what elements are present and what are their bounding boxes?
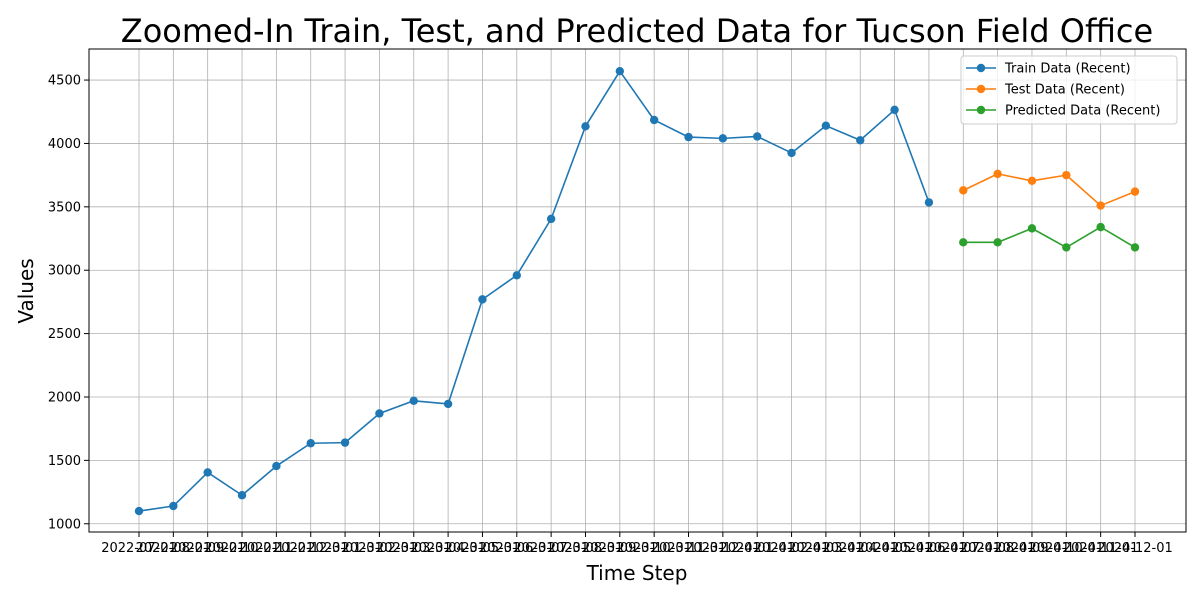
x-tick-label: 2024-12-01: [1097, 541, 1173, 556]
data-point: [890, 105, 899, 115]
x-tick-label: 2022-07-01: [101, 541, 177, 556]
y-tick-label: 4000: [48, 137, 81, 152]
x-tick-label: 2024-02-01: [754, 541, 830, 556]
y-tick-label: 3000: [48, 264, 81, 279]
x-tick-label: 2024-10-01: [1029, 541, 1105, 556]
series-layer: [134, 66, 1140, 516]
x-tick-label: 2022-08-01: [136, 541, 212, 556]
data-point: [237, 491, 247, 500]
x-tick-label: 2024-09-01: [994, 541, 1070, 556]
data-point: [684, 132, 693, 142]
x-axis-label: Time Step: [586, 561, 688, 585]
data-point: [718, 134, 728, 143]
data-point: [856, 136, 865, 145]
data-point: [512, 271, 521, 280]
x-axis-ticks: 2022-07-012022-08-012022-09-012022-10-01…: [101, 532, 1173, 556]
legend: Train Data (Recent) Test Data (Recent) Pre…: [960, 55, 1178, 125]
data-point: [787, 148, 796, 158]
data-point: [1130, 243, 1140, 252]
x-tick-label: 2022-11-01: [239, 541, 315, 556]
data-point: [340, 438, 350, 447]
data-point: [959, 238, 968, 247]
y-tick-label: 2500: [48, 327, 81, 342]
data-point: [203, 468, 212, 477]
x-tick-label: 2023-10-01: [616, 541, 692, 556]
x-tick-label: 2024-11-01: [1063, 541, 1139, 556]
x-tick-label: 2024-06-01: [891, 541, 967, 556]
data-point: [959, 186, 968, 195]
legend-marker: [976, 84, 986, 94]
data-point: [993, 238, 1002, 247]
data-point: [649, 115, 659, 125]
series-line: [963, 226, 1136, 249]
data-point: [1096, 201, 1105, 210]
legend-frame: [960, 55, 1178, 125]
data-point: [615, 66, 625, 76]
data-point: [993, 169, 1002, 179]
x-tick-label: 2024-07-01: [925, 541, 1001, 556]
data-point: [134, 506, 144, 516]
legend-marker: [976, 63, 986, 73]
x-tick-label: 2023-12-01: [685, 541, 761, 556]
y-tick-label: 2000: [48, 390, 81, 405]
x-tick-label: 2023-11-01: [651, 541, 727, 556]
data-point: [1130, 187, 1140, 196]
x-tick-label: 2024-04-01: [822, 541, 898, 556]
chart-title: Zoomed-In Train, Test, and Predicted Dat…: [121, 12, 1153, 50]
x-tick-label: 2023-08-01: [548, 541, 624, 556]
y-tick-label: 1500: [48, 454, 81, 469]
legend-marker: [976, 105, 986, 115]
x-tick-label: 2022-12-01: [273, 541, 349, 556]
data-point: [924, 198, 934, 207]
y-tick-label: 3500: [48, 200, 81, 215]
x-tick-label: 2023-01-01: [307, 541, 383, 556]
data-point: [409, 396, 418, 405]
data-point: [546, 214, 556, 224]
x-tick-label: 2023-04-01: [410, 541, 486, 556]
legend-entry: Train Data (Recent): [1004, 62, 1131, 77]
data-point: [1062, 243, 1071, 252]
legend-entry: Predicted Data (Recent): [1005, 104, 1160, 119]
data-point: [169, 501, 178, 511]
data-point: [375, 409, 384, 418]
x-tick-label: 2022-10-01: [204, 541, 280, 556]
x-tick-label: 2024-03-01: [788, 541, 864, 556]
series-line: [138, 70, 930, 512]
x-tick-label: 2024-01-01: [719, 541, 795, 556]
x-tick-label: 2023-07-01: [513, 541, 589, 556]
x-tick-label: 2023-06-01: [479, 541, 555, 556]
x-tick-label: 2023-05-01: [445, 541, 521, 556]
y-tick-label: 1000: [48, 517, 81, 532]
data-point: [753, 132, 762, 141]
y-axis-ticks: 1000 1500 2000 2500 3000 3500 4000 4500: [48, 74, 89, 532]
data-point: [581, 122, 590, 131]
data-point: [1062, 170, 1071, 180]
legend-entry: Test Data (Recent): [1004, 83, 1125, 98]
y-axis-label: Values: [14, 258, 38, 323]
series-3: [959, 222, 1140, 252]
x-tick-label: 2024-05-01: [857, 541, 933, 556]
x-tick-label: 2023-09-01: [582, 541, 658, 556]
series-1: [134, 66, 934, 516]
y-tick-label: 4500: [48, 74, 81, 89]
series-2: [959, 169, 1140, 210]
series-line: [962, 173, 1136, 207]
data-point: [272, 461, 281, 471]
data-point: [1027, 176, 1037, 186]
data-point: [821, 121, 831, 130]
x-tick-label: 2022-09-01: [170, 541, 246, 556]
data-point: [1027, 224, 1037, 233]
data-point: [478, 295, 487, 304]
x-tick-label: 2023-02-01: [342, 541, 418, 556]
x-tick-label: 2023-03-01: [376, 541, 452, 556]
data-point: [443, 399, 453, 409]
data-point: [306, 439, 315, 448]
x-tick-label: 2024-08-01: [960, 541, 1036, 556]
data-point: [1096, 222, 1105, 232]
plot-area-frame: [88, 48, 1187, 533]
